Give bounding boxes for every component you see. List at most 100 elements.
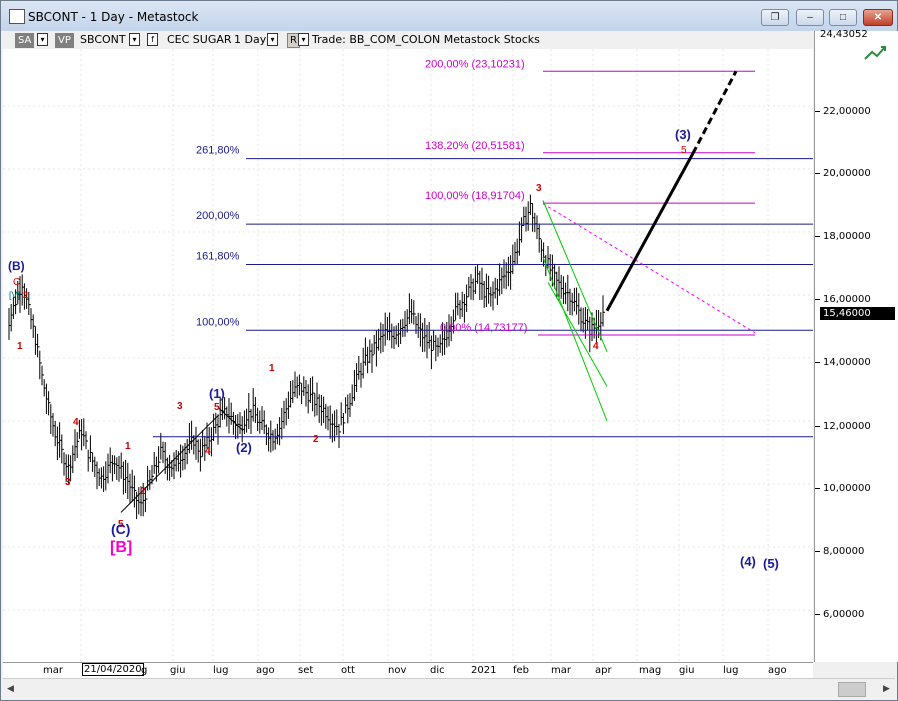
chart-canvas[interactable]: 261,80% 200,00% 161,80% 100,00% 200,00% (23,…: [3, 49, 815, 662]
date-tick-label: set: [298, 665, 314, 676]
wave-label: 5: [214, 402, 220, 413]
wave-label: 4: [73, 417, 79, 428]
scroll-left-icon[interactable]: ◀: [7, 683, 14, 693]
projection-dashed-line: [691, 70, 738, 154]
wave-label: [B]: [110, 539, 132, 556]
wave-label: 2: [140, 486, 146, 497]
price-axis[interactable]: 24,43052 22,00000 20,00000 18,00000 16,0000…: [814, 29, 898, 662]
channel-line: [542, 200, 608, 352]
wave-label: (1): [209, 386, 225, 401]
fib-label: 0,00% (14,73177): [440, 322, 527, 334]
date-tick-label: mar: [43, 665, 63, 676]
close-button[interactable]: ✕: [863, 9, 893, 26]
projection-line: [605, 152, 695, 312]
wave-label: 1: [269, 363, 275, 374]
sa-dropdown-icon[interactable]: ▾: [37, 33, 48, 46]
trend-line: [542, 203, 756, 334]
symbol-dropdown-icon[interactable]: ▾: [129, 33, 140, 46]
extension-label: 161,80%: [196, 250, 240, 262]
axis-tick-mark: [815, 488, 820, 489]
wave-label: 3: [177, 401, 183, 412]
period-dropdown-icon[interactable]: ▾: [267, 33, 278, 46]
extension-label: 200,00%: [196, 210, 240, 222]
trend-chart-icon[interactable]: [863, 43, 893, 63]
wave-label: (C): [111, 521, 130, 537]
title-bar[interactable]: SBCONT - 1 Day - Metastock ❐ ‒ □ ✕: [1, 1, 897, 31]
chart-app-icon: [9, 9, 25, 24]
axis-tick-mark: [815, 614, 820, 615]
date-tick-label: dic: [430, 665, 445, 676]
vp-button[interactable]: VP: [55, 33, 74, 48]
axis-tick-mark: [815, 551, 820, 552]
date-tick-label: 2021: [471, 665, 497, 676]
wave-label: 2: [313, 434, 319, 445]
axis-tick-label: 18,00000: [823, 231, 871, 242]
scroll-right-icon[interactable]: ▶: [883, 683, 890, 693]
security-dropdown-icon[interactable]: f: [147, 33, 158, 46]
axis-tick-label: 6,00000: [823, 609, 865, 620]
date-axis[interactable]: mar 21/04/2020 g giu lug ago set ott nov dic 2021 f…: [3, 662, 813, 679]
date-tick-label: apr: [595, 665, 612, 676]
wave-label: C: [13, 277, 20, 288]
fib-label: 100,00% (18,91704): [425, 190, 525, 202]
date-tick-label: mar: [551, 665, 571, 676]
fib-label: 138,20% (20,51581): [425, 140, 525, 152]
wave-label: [V]: [9, 290, 20, 300]
date-tick-label: nov: [388, 665, 407, 676]
wave-label: 3: [65, 477, 71, 488]
axis-tick-label: 12,00000: [823, 421, 871, 432]
axis-tick-label: 10,00000: [823, 483, 871, 494]
date-tick-label: g: [141, 665, 148, 676]
date-cursor-label: 21/04/2020: [82, 663, 144, 676]
wave-label: (5): [763, 556, 779, 571]
date-tick-label: ott: [341, 665, 355, 676]
scroll-thumb[interactable]: [838, 682, 866, 697]
symbol-label: SBCONT: [80, 33, 126, 46]
axis-tick-mark: [815, 173, 820, 174]
channel-line: [542, 257, 608, 422]
axis-tick-label: 16,00000: [823, 294, 871, 305]
wave-label: (3): [675, 127, 691, 142]
wave-label: (B): [8, 259, 25, 273]
date-tick-label: lug: [723, 665, 739, 676]
last-price-badge: 15,46000: [820, 307, 895, 320]
axis-tick-label: 22,00000: [823, 106, 871, 117]
date-tick-label: giu: [679, 665, 695, 676]
restore-icon[interactable]: ❐: [761, 9, 789, 26]
maximize-button[interactable]: □: [829, 9, 857, 26]
trade-label: Trade: BB_COM_COLON Metastock Stocks: [312, 33, 540, 46]
extension-label: 261,80%: [196, 145, 240, 157]
r-dropdown-icon[interactable]: ▾: [298, 33, 309, 46]
wave-label: 5: [118, 519, 124, 530]
period-label: 1 Day: [234, 33, 267, 46]
price-chart[interactable]: 261,80% 200,00% 161,80% 100,00% 200,00% (23,…: [3, 49, 815, 662]
wave-label: (4): [740, 554, 756, 569]
axis-tick-mark: [815, 426, 820, 427]
sa-button[interactable]: SA: [15, 33, 35, 48]
axis-tick-mark: [815, 236, 820, 237]
axis-tick-label: 8,00000: [823, 546, 865, 557]
wave-label: 4: [205, 446, 211, 457]
wave-line: [218, 408, 244, 431]
wave-label: 4: [593, 341, 599, 352]
channel-line: [547, 282, 608, 387]
window-title: SBCONT - 1 Day - Metastock: [28, 10, 199, 24]
wave-label: 5: [681, 145, 687, 156]
date-tick-label: giu: [170, 665, 186, 676]
horizontal-scrollbar[interactable]: ◀ ▶: [3, 678, 895, 699]
date-tick-label: feb: [513, 665, 530, 676]
minimize-button[interactable]: ‒: [796, 9, 824, 26]
security-name: CEC SUGAR: [167, 33, 232, 46]
wave-label: 1: [17, 341, 23, 352]
date-tick-label: lug: [213, 665, 229, 676]
axis-top-value: 24,43052: [820, 29, 868, 40]
wave-line: [120, 414, 220, 513]
axis-tick-label: 20,00000: [823, 168, 871, 179]
axis-tick-mark: [815, 299, 820, 300]
axis-tick-label: 14,00000: [823, 357, 871, 368]
date-tick-label: ago: [256, 665, 275, 676]
date-tick-label: mag: [639, 665, 662, 676]
fib-label: 200,00% (23,10231): [425, 58, 525, 70]
axis-tick-mark: [815, 111, 820, 112]
